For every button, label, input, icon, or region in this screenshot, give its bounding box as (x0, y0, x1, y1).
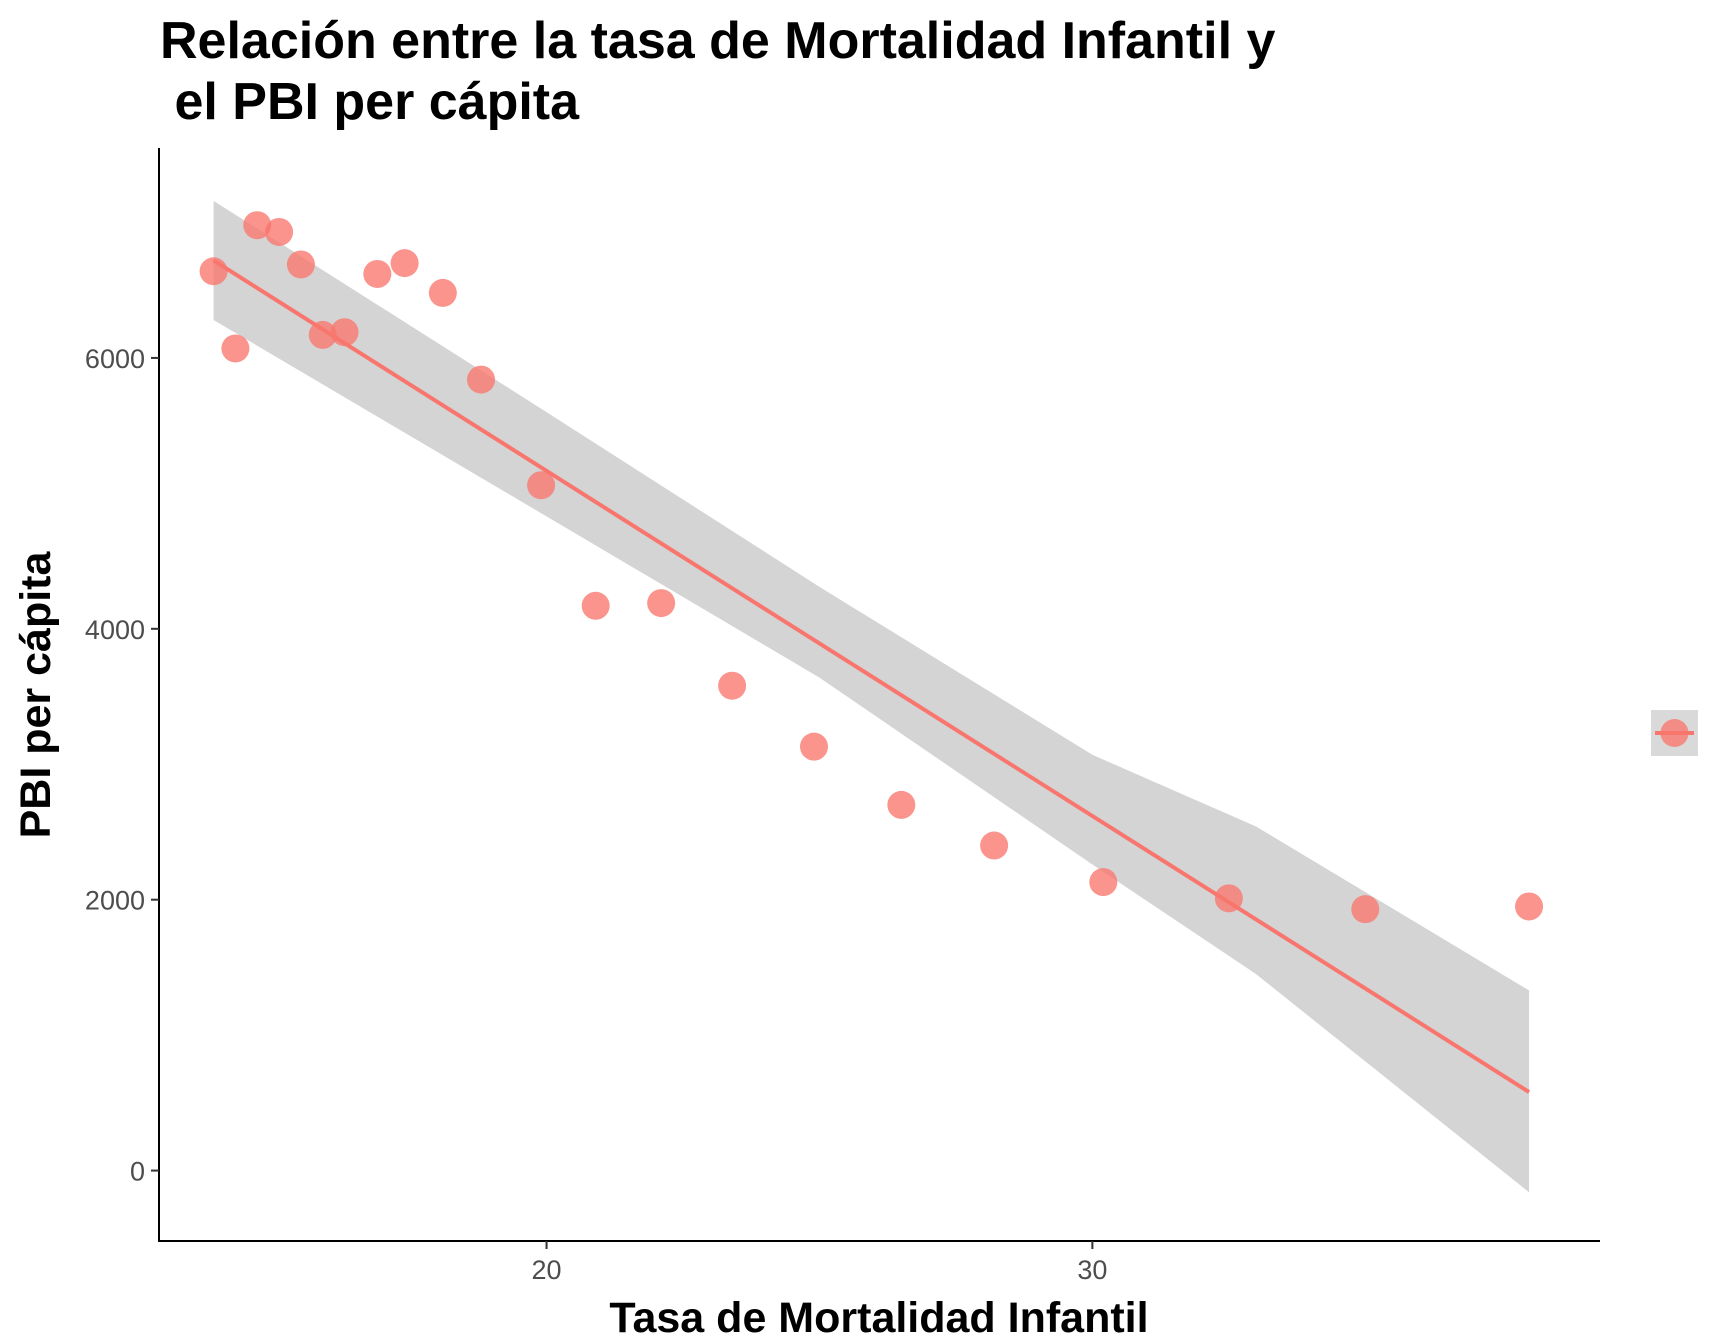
y-tick-label: 4000 (85, 615, 145, 645)
data-point (1089, 868, 1118, 897)
data-point (286, 250, 315, 279)
confidence-band (213, 200, 1530, 1193)
y-axis-title: PBI per cápita (12, 551, 60, 839)
y-tick-label: 0 (130, 1157, 145, 1187)
y-tick-label: 2000 (85, 886, 145, 916)
data-point (581, 591, 610, 620)
fit-line-layer (212, 258, 1531, 1094)
data-point (887, 790, 916, 819)
x-tick-label: 30 (1077, 1255, 1107, 1285)
points-layer (199, 211, 1544, 924)
data-point (308, 320, 337, 349)
chart-title-line-1: Relación entre la tasa de Mortalidad Inf… (160, 12, 1275, 70)
confidence-band-layer (213, 200, 1530, 1193)
regression-line (212, 258, 1531, 1094)
data-point (265, 217, 294, 246)
chart-title-line-2: el PBI per cápita (160, 73, 580, 131)
data-point (330, 318, 359, 347)
data-point (1515, 892, 1544, 921)
data-point (428, 278, 457, 307)
data-point (390, 249, 419, 278)
data-point (199, 257, 228, 286)
data-point (363, 259, 392, 288)
legend-key (1651, 710, 1698, 756)
x-tick-label: 20 (532, 1255, 562, 1285)
x-ticks: 20 30 (532, 1241, 1107, 1285)
data-point (467, 365, 496, 394)
data-point (527, 471, 556, 500)
data-point (243, 211, 272, 240)
x-axis-title: Tasa de Mortalidad Infantil (609, 1294, 1148, 1342)
y-ticks: 0 2000 4000 6000 (85, 344, 159, 1187)
data-point (1214, 884, 1243, 913)
data-point (647, 589, 676, 618)
data-point (718, 671, 747, 700)
data-point (1351, 895, 1380, 924)
legend-point-symbol (1660, 719, 1689, 747)
data-point (221, 334, 250, 363)
data-point (980, 831, 1009, 860)
y-tick-label: 6000 (85, 344, 145, 374)
data-point (800, 732, 828, 761)
